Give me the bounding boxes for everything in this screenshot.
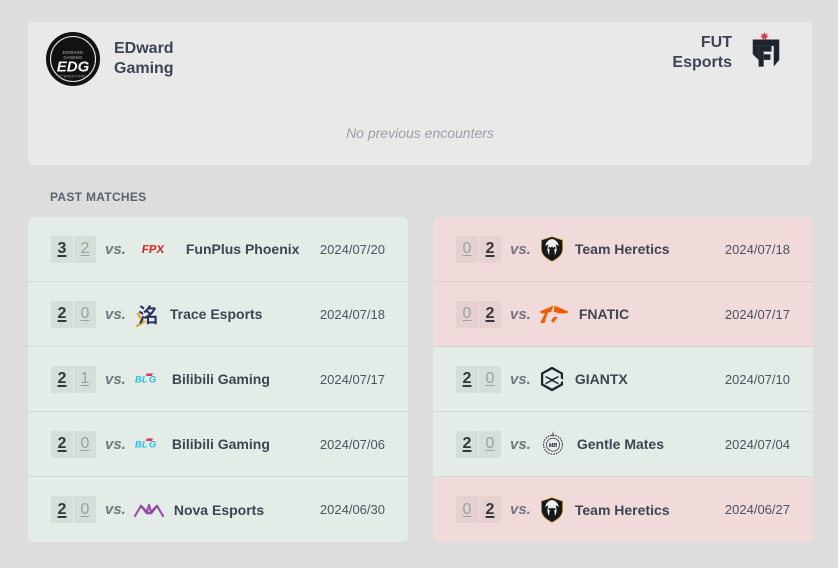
svg-text:BL: BL [135, 440, 148, 451]
svg-text:EDG: EDG [57, 59, 90, 76]
svg-text:MB: MB [549, 443, 558, 449]
svg-text:G: G [149, 440, 157, 451]
svg-text:洺: 洺 [138, 304, 158, 327]
svg-text:G: G [149, 375, 157, 386]
svg-text:INTERNATIONAL: INTERNATIONAL [58, 74, 89, 78]
svg-text:BL: BL [135, 375, 148, 386]
svg-text:FPX: FPX [141, 244, 165, 256]
